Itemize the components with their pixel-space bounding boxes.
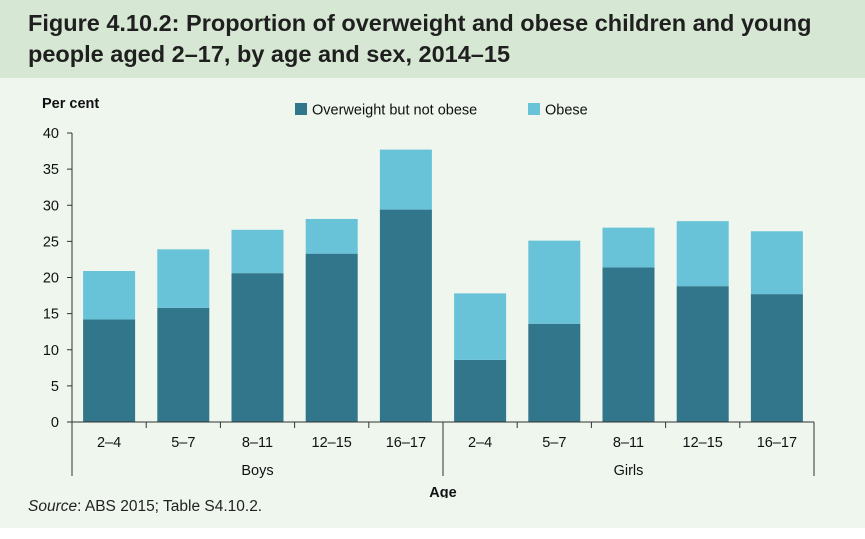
bar-overweight	[157, 307, 210, 422]
x-tick-label: 8–11	[613, 435, 644, 451]
bar-overweight	[750, 294, 803, 422]
bar-obese	[528, 240, 581, 324]
y-axis-label: Per cent	[42, 96, 99, 112]
bar-obese	[454, 293, 507, 360]
y-tick-label: 10	[43, 343, 59, 359]
x-tick-label: 16–17	[386, 435, 426, 451]
x-axis-label: Age	[429, 485, 456, 498]
x-tick-label: 8–11	[242, 435, 273, 451]
x-tick-label: 12–15	[312, 435, 352, 451]
x-tick-label: 5–7	[542, 435, 566, 451]
bar-overweight	[379, 209, 432, 422]
x-tick-label: 2–4	[468, 435, 492, 451]
x-tick-label: 16–17	[757, 435, 797, 451]
title-band	[0, 0, 865, 78]
y-tick-label: 0	[51, 415, 59, 431]
legend-swatch-obese	[528, 103, 540, 115]
bar-obese	[750, 231, 803, 295]
bar-obese	[602, 227, 655, 268]
bar-overweight	[83, 319, 136, 422]
bar-overweight	[602, 267, 655, 422]
y-tick-label: 40	[43, 126, 59, 142]
y-tick-label: 5	[51, 379, 59, 395]
legend-label-obese: Obese	[545, 103, 588, 119]
bar-overweight	[305, 253, 358, 422]
x-tick-label: 2–4	[97, 435, 121, 451]
group-label: Boys	[241, 463, 273, 479]
bar-obese	[231, 229, 284, 274]
bar-obese	[305, 218, 358, 254]
y-tick-label: 15	[43, 307, 59, 323]
source-text: : ABS 2015; Table S4.10.2.	[77, 498, 263, 515]
x-tick-label: 12–15	[683, 435, 723, 451]
bar-overweight	[676, 286, 729, 422]
bar-obese	[379, 149, 432, 210]
legend-swatch-overweight	[295, 103, 307, 115]
x-tick-label: 5–7	[171, 435, 195, 451]
bar-obese	[157, 249, 210, 308]
y-tick-label: 25	[43, 234, 59, 250]
bar-overweight	[528, 323, 581, 422]
figure-title: Figure 4.10.2: Proportion of overweight …	[28, 10, 812, 67]
y-tick-label: 20	[43, 271, 59, 287]
chart: Per cent 0 5 10 15 20 25 30 35 40 2–4 5–7 8–11 12–15 1…	[42, 96, 815, 498]
group-label: Girls	[614, 463, 644, 479]
source-label: Source	[28, 498, 78, 515]
bar-obese	[83, 270, 136, 320]
bar-overweight	[231, 273, 284, 422]
source-note: Source: ABS 2015; Table S4.10.2.	[28, 498, 262, 516]
y-tick-label: 35	[43, 162, 59, 178]
y-tick-label: 30	[43, 198, 59, 214]
legend-label-overweight: Overweight but not obese	[312, 103, 477, 119]
bar-overweight	[454, 359, 507, 422]
bar-obese	[676, 221, 729, 287]
